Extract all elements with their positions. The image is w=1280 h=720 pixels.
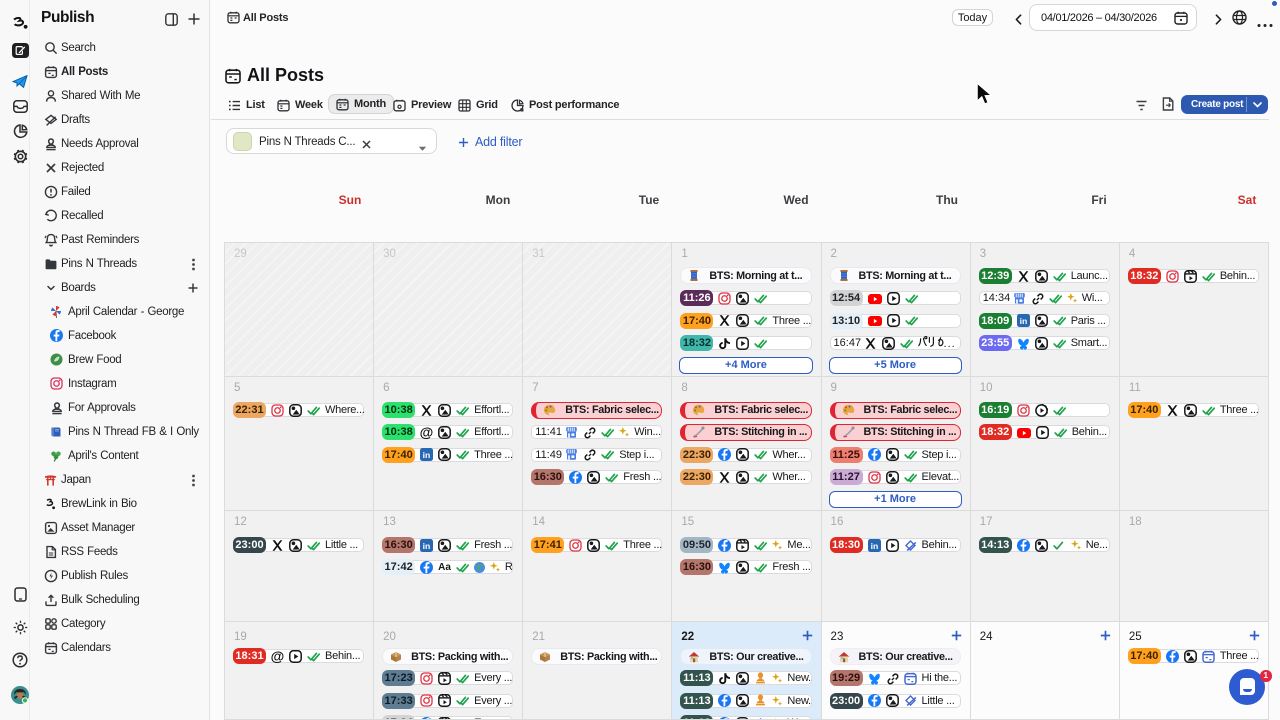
svg-text:@: @ xyxy=(420,426,433,439)
svg-text:in: in xyxy=(423,450,431,460)
svg-text:in: in xyxy=(870,541,878,551)
svg-text:in: in xyxy=(423,541,431,551)
svg-text:@: @ xyxy=(271,650,284,663)
svg-text:in: in xyxy=(1019,316,1027,326)
